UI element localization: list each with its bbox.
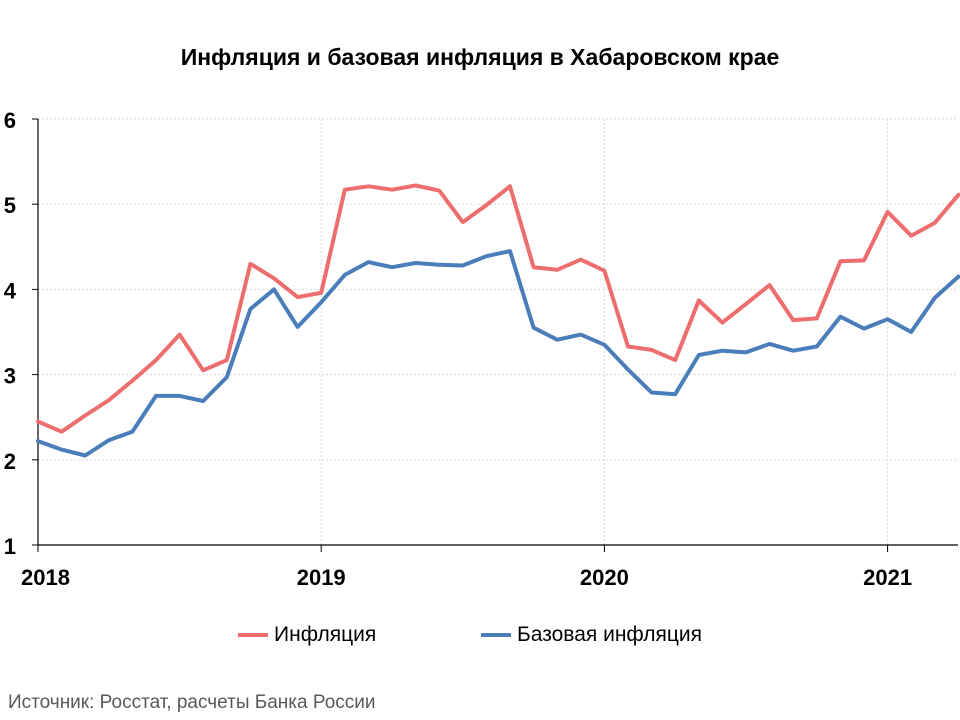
series-line-core-inflation: [36, 249, 960, 458]
y-tick-label: 6: [4, 108, 16, 133]
y-tick-label: 4: [4, 278, 17, 303]
chart-title: Инфляция и базовая инфляция в Хабаровско…: [180, 44, 780, 70]
legend-swatch-core-inflation: [481, 633, 511, 637]
y-tick-label: 3: [4, 364, 16, 389]
legend-item-inflation: Инфляция: [238, 621, 376, 649]
x-tick-label: 2021: [863, 565, 912, 590]
x-tick-label: 2018: [21, 565, 70, 590]
y-tick-label: 1: [4, 534, 16, 559]
legend-swatch-inflation: [238, 633, 268, 637]
source-note: Источник: Росстат, расчеты Банка России: [8, 692, 376, 713]
y-tick-label: 5: [4, 193, 16, 218]
y-tick-label: 2: [4, 449, 16, 474]
legend-label-core-inflation: Базовая инфляция: [517, 623, 703, 646]
x-tick-label: 2020: [580, 565, 629, 590]
legend-label-inflation: Инфляция: [274, 623, 377, 646]
legend-item-core-inflation: Базовая инфляция: [481, 621, 702, 649]
series-line-inflation: [36, 183, 960, 434]
x-tick-label: 2019: [297, 565, 346, 590]
